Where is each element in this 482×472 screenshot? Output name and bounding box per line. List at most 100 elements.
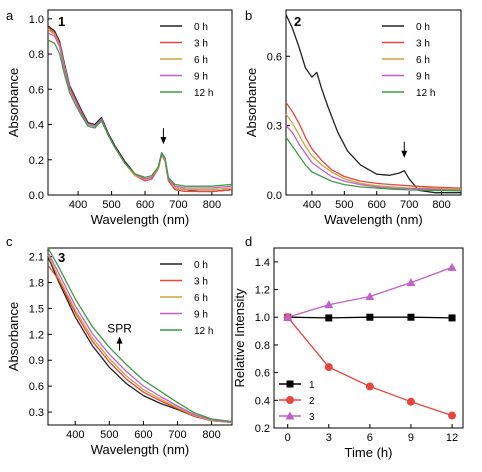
annotation-label: SPR	[107, 322, 132, 336]
y-tick-label: 0.2	[29, 155, 44, 167]
data-point-d-1	[406, 397, 415, 406]
series-line-b-0	[285, 14, 461, 194]
panel-a: 400 500 600 700 800 0.0 0.2 0.4 0.6 0.8 1.0 Wavelen…	[6, 8, 233, 227]
legend-label: 6 h	[194, 293, 208, 304]
y-tick-label: 0.6	[29, 381, 44, 393]
y-tick-label: 0.3	[29, 407, 44, 419]
legend-label: 12 h	[194, 326, 213, 337]
panel-c-frame	[47, 247, 233, 426]
x-tick-label: 6	[367, 432, 373, 444]
x-tick-label: 700	[400, 199, 418, 211]
x-tick-label: 600	[136, 199, 154, 211]
y-tick-label: 1.8	[29, 278, 44, 290]
series-line-c-2	[47, 254, 233, 424]
panel-b: 400 500 600 700 800 0.0 0.3 0.6 Wavelength (nm) A…	[244, 8, 462, 227]
legend-label: 6 h	[194, 55, 208, 66]
series-line-b-2	[285, 113, 462, 190]
y-axis-title: Relative Intensity	[232, 288, 247, 387]
x-tick-label: 0	[285, 432, 291, 444]
y-tick-label: 1.0	[29, 14, 44, 26]
panel-number: 3	[58, 250, 65, 265]
x-axis-title: Time (h)	[345, 445, 393, 460]
x-tick-label: 400	[303, 199, 321, 211]
data-point-d-1	[324, 363, 333, 372]
y-tick-label: 0.4	[255, 395, 270, 407]
series-line-b-1	[285, 102, 462, 189]
y-tick-label: 0.9	[29, 355, 44, 367]
y-tick-label: 1.5	[29, 303, 44, 315]
y-tick-label: 0.6	[255, 368, 270, 380]
panel-letter: c	[6, 234, 13, 249]
data-point-d-2	[447, 262, 457, 271]
legend-label: 1	[309, 380, 315, 391]
series-line-a-2	[47, 28, 233, 191]
x-axis-title: Wavelength (nm)	[91, 442, 190, 457]
x-tick-label: 800	[202, 429, 220, 441]
annotation-arrowhead	[160, 137, 167, 145]
data-point-d-0	[407, 313, 415, 321]
legend-label: 3 h	[416, 39, 430, 50]
data-point-d-0	[325, 314, 333, 322]
legend-label: 3	[309, 412, 315, 423]
panel-number: 2	[294, 14, 301, 29]
x-tick-label: 12	[446, 432, 458, 444]
data-point-d-1	[365, 382, 374, 391]
y-axis-title: Absorbance	[244, 68, 259, 137]
series-line-b-3	[285, 125, 462, 192]
legend-label: 9 h	[194, 72, 208, 83]
data-point-d-2	[365, 291, 375, 300]
panel-letter: a	[6, 8, 14, 23]
legend-label: 3 h	[194, 277, 208, 288]
legend-marker	[286, 396, 294, 404]
series-line-b-4	[285, 136, 462, 192]
y-tick-label: 1.0	[255, 312, 270, 324]
series-line-c-1	[47, 264, 233, 424]
legend-marker	[285, 411, 295, 420]
x-tick-label: 3	[326, 432, 332, 444]
panel-letter: b	[245, 8, 252, 23]
data-point-d-0	[366, 313, 374, 321]
y-tick-label: 0.6	[29, 84, 44, 96]
y-tick-label: 1.2	[29, 329, 44, 341]
data-point-d-2	[283, 312, 293, 321]
x-tick-label: 700	[169, 199, 187, 211]
legend-label: 9 h	[194, 310, 208, 321]
y-tick-label: 0.0	[29, 190, 44, 202]
data-point-d-2	[406, 278, 416, 287]
legend-label: 0 h	[194, 22, 208, 33]
x-axis-title: Wavelength (nm)	[91, 212, 190, 227]
x-tick-label: 600	[368, 199, 386, 211]
y-tick-label: 0.6	[267, 51, 282, 63]
annotation-arrowhead	[401, 150, 408, 158]
x-tick-label: 500	[100, 429, 118, 441]
y-axis-title: Absorbance	[6, 302, 21, 371]
x-tick-label: 500	[335, 199, 353, 211]
data-point-d-1	[448, 411, 457, 420]
x-tick-label: 400	[66, 429, 84, 441]
y-tick-label: 0.2	[255, 423, 270, 435]
x-tick-label: 9	[408, 432, 414, 444]
legend-label: 12 h	[194, 88, 213, 99]
panel-c: 400 500 600 700 800 0.3 0.6 0.9 1.2 1.5 1.8 2.1 Wave…	[6, 234, 233, 457]
series-line-a-0	[47, 25, 233, 193]
x-tick-label: 700	[168, 429, 186, 441]
annotation-arrowhead	[116, 336, 123, 344]
y-tick-label: 0.0	[267, 190, 282, 202]
legend-label: 2	[309, 396, 315, 407]
x-tick-label: 400	[69, 199, 87, 211]
panel-number: 1	[58, 14, 65, 29]
y-axis-title: Absorbance	[6, 68, 21, 137]
legend-label: 9 h	[416, 72, 430, 83]
y-tick-label: 0.3	[267, 121, 282, 133]
y-tick-label: 0.4	[29, 120, 44, 132]
legend-marker	[286, 380, 294, 388]
panel-b-frame	[285, 9, 462, 196]
panel-letter: d	[245, 234, 252, 249]
legend-label: 0 h	[194, 260, 208, 271]
x-tick-label: 600	[134, 429, 152, 441]
data-point-d-0	[448, 314, 456, 322]
x-tick-label: 800	[203, 199, 221, 211]
x-tick-label: 500	[102, 199, 120, 211]
y-tick-label: 1.2	[255, 285, 270, 297]
